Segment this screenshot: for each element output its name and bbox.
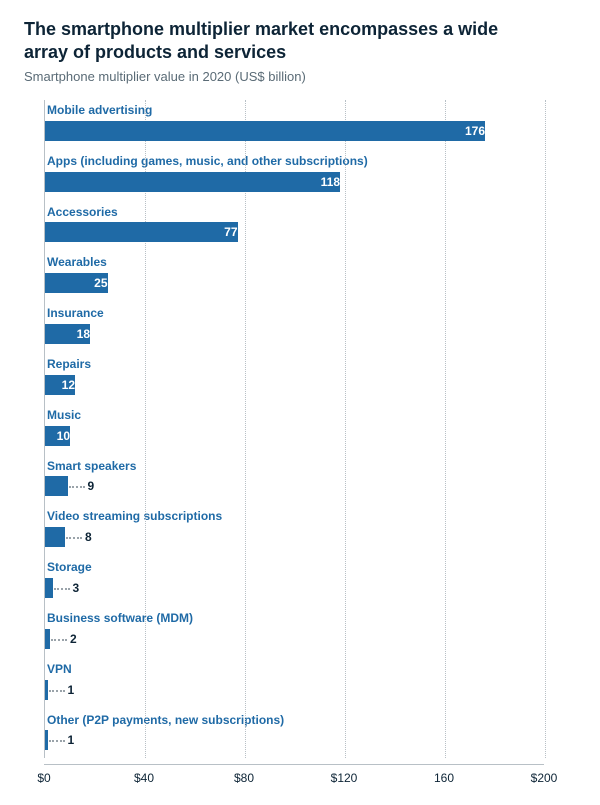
bar-row: Storage 3 <box>45 561 545 598</box>
bar-row: VPN 1 <box>45 663 545 700</box>
x-tick: $80 <box>234 771 254 785</box>
value-label: 10 <box>45 426 70 446</box>
bar-row: Music 10 <box>45 409 545 446</box>
bar <box>45 578 53 598</box>
x-tick: $40 <box>134 771 154 785</box>
bar <box>45 527 65 547</box>
x-axis: $0$40$80$120160$200 <box>44 764 544 793</box>
leader-line <box>49 740 65 742</box>
bar <box>45 680 48 700</box>
plot-area: Mobile advertising 176 Apps (including gam… <box>44 100 545 758</box>
x-tick: $0 <box>37 771 50 785</box>
category-label: Repairs <box>47 358 545 372</box>
bar-row: Wearables 25 <box>45 256 545 293</box>
chart-title: The smartphone multiplier market encompa… <box>24 18 544 63</box>
bar-row: Smart speakers 9 <box>45 460 545 497</box>
leader-line <box>51 639 67 641</box>
bar-row: Business software (MDM) 2 <box>45 612 545 649</box>
leader-line <box>54 588 70 590</box>
value-label: 1 <box>68 730 75 750</box>
bar-row: Mobile advertising 176 <box>45 104 545 141</box>
leader-line <box>49 690 65 692</box>
category-label: Storage <box>47 561 545 575</box>
bar <box>45 730 48 750</box>
value-label: 12 <box>45 375 75 395</box>
category-label: Insurance <box>47 307 545 321</box>
bar-chart: Mobile advertising 176 Apps (including gam… <box>44 100 576 793</box>
value-label: 77 <box>45 222 238 242</box>
category-label: Mobile advertising <box>47 104 545 118</box>
bar <box>45 629 50 649</box>
gridline <box>445 100 446 758</box>
gridline <box>145 100 146 758</box>
bar-row: Insurance 18 <box>45 307 545 344</box>
category-label: VPN <box>47 663 545 677</box>
x-tick: 160 <box>434 771 454 785</box>
bar <box>45 476 68 496</box>
leader-line <box>66 537 82 539</box>
bar-row: Repairs 12 <box>45 358 545 395</box>
category-label: Smart speakers <box>47 460 545 474</box>
bar-row: Apps (including games, music, and other … <box>45 155 545 192</box>
category-label: Accessories <box>47 206 545 220</box>
x-tick: $120 <box>331 771 358 785</box>
category-label: Music <box>47 409 545 423</box>
category-label: Wearables <box>47 256 545 270</box>
chart-subtitle: Smartphone multiplier value in 2020 (US$… <box>24 69 576 84</box>
category-label: Apps (including games, music, and other … <box>47 155 545 169</box>
value-label: 9 <box>88 476 95 496</box>
gridline <box>345 100 346 758</box>
category-label: Other (P2P payments, new subscriptions) <box>47 714 545 728</box>
value-label: 3 <box>73 578 80 598</box>
category-label: Video streaming subscriptions <box>47 510 545 524</box>
gridline <box>545 100 546 758</box>
x-tick: $200 <box>531 771 558 785</box>
value-label: 176 <box>45 121 485 141</box>
category-label: Business software (MDM) <box>47 612 545 626</box>
bar-row: Other (P2P payments, new subscriptions) 1 <box>45 714 545 751</box>
value-label: 8 <box>85 527 92 547</box>
value-label: 2 <box>70 629 77 649</box>
value-label: 25 <box>45 273 108 293</box>
bar-row: Video streaming subscriptions 8 <box>45 510 545 547</box>
value-label: 1 <box>68 680 75 700</box>
value-label: 118 <box>45 172 340 192</box>
bar-row: Accessories 77 <box>45 206 545 243</box>
gridline <box>245 100 246 758</box>
value-label: 18 <box>45 324 90 344</box>
leader-line <box>69 486 85 488</box>
